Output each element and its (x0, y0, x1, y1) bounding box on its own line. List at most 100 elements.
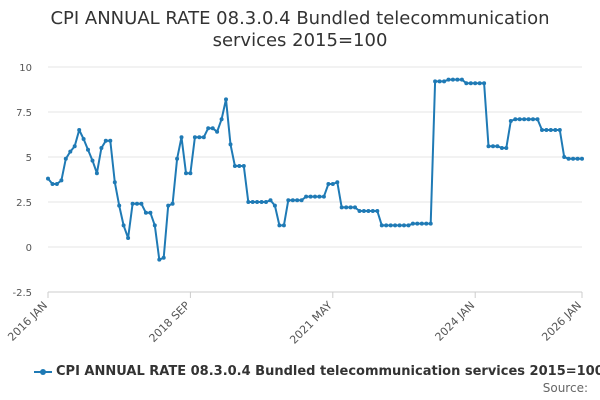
data-point (575, 156, 580, 161)
data-point (491, 144, 495, 149)
legend-line-marker-icon (34, 367, 52, 377)
data-point (246, 200, 251, 204)
data-point (277, 223, 282, 228)
data-point (210, 126, 215, 131)
data-point (299, 198, 304, 203)
y-tick-label: -2.5 (12, 288, 32, 299)
data-point (304, 194, 309, 199)
data-point (482, 81, 487, 86)
data-point (424, 221, 429, 226)
x-tick-label: 2026 JAN (539, 299, 584, 344)
data-point (353, 205, 357, 210)
data-point (522, 117, 527, 122)
data-point (437, 79, 442, 84)
data-point (68, 149, 73, 154)
data-point (361, 209, 366, 213)
data-point (410, 221, 415, 226)
data-point (290, 198, 295, 203)
data-point (224, 97, 228, 102)
data-point (237, 164, 242, 168)
data-point (108, 138, 113, 143)
data-point (473, 81, 478, 86)
data-point (442, 79, 447, 84)
data-point (517, 117, 522, 122)
data-point (388, 223, 393, 228)
data-point (255, 200, 260, 204)
data-point (130, 201, 135, 206)
x-tick-label: 2018 SEP (147, 299, 193, 345)
chart-title-line-2: services 2015=100 (212, 30, 388, 51)
data-point (326, 182, 331, 186)
y-tick-label: 5 (26, 153, 32, 164)
data-point (477, 81, 482, 86)
data-point (121, 223, 126, 228)
data-point (571, 156, 576, 161)
data-point (513, 117, 518, 122)
data-point (63, 156, 68, 161)
data-point (139, 201, 144, 206)
data-point (117, 203, 122, 208)
data-point (152, 223, 157, 228)
data-point (157, 257, 162, 262)
legend[interactable]: CPI ANNUAL RATE 08.3.0.4 Bundled telecom… (34, 364, 600, 379)
data-point (219, 117, 224, 122)
data-point (459, 77, 464, 82)
data-point (94, 171, 99, 176)
data-point (393, 223, 398, 228)
data-point (72, 144, 77, 149)
data-point (241, 164, 246, 168)
data-point (81, 137, 86, 141)
data-point (184, 171, 188, 176)
y-tick-label: 0 (26, 243, 32, 254)
y-tick-label: 2.5 (16, 198, 32, 209)
data-point (548, 128, 553, 132)
data-point (330, 182, 335, 186)
data-point (295, 198, 300, 203)
data-point (339, 205, 344, 210)
data-point (232, 164, 237, 168)
data-point (321, 194, 326, 199)
data-point (259, 200, 264, 204)
data-point (175, 156, 180, 161)
data-point (375, 209, 380, 213)
source-label: Source: (542, 381, 588, 395)
data-point (166, 203, 171, 208)
x-tick-label: 2016 JAN (5, 299, 50, 344)
data-point (540, 128, 544, 132)
data-point (406, 223, 411, 228)
data-point (215, 129, 220, 134)
data-point (464, 81, 469, 86)
data-point (59, 178, 64, 183)
data-point (428, 221, 433, 226)
data-point (317, 194, 322, 199)
data-point (143, 210, 148, 215)
data-point (499, 146, 504, 150)
data-point (526, 117, 531, 122)
data-point (402, 223, 406, 228)
data-point (228, 142, 233, 147)
data-point (103, 138, 108, 143)
data-point (508, 119, 513, 123)
data-point (170, 201, 175, 206)
data-point (50, 182, 55, 186)
data-point (188, 171, 193, 176)
data-point (357, 209, 362, 213)
data-point (415, 221, 420, 226)
data-point (433, 79, 438, 84)
data-point (201, 135, 206, 140)
data-point (135, 201, 139, 206)
data-point (161, 255, 166, 260)
data-point (397, 223, 402, 228)
data-point (566, 156, 571, 161)
data-point (344, 205, 349, 210)
data-point (557, 128, 562, 132)
data-point (366, 209, 371, 213)
data-point (179, 135, 184, 140)
data-point (531, 117, 535, 122)
y-tick-label: 10 (19, 63, 32, 74)
data-point (450, 77, 455, 82)
x-tick-label: 2021 MAY (287, 299, 335, 347)
data-point (192, 135, 197, 140)
data-point (268, 198, 273, 203)
